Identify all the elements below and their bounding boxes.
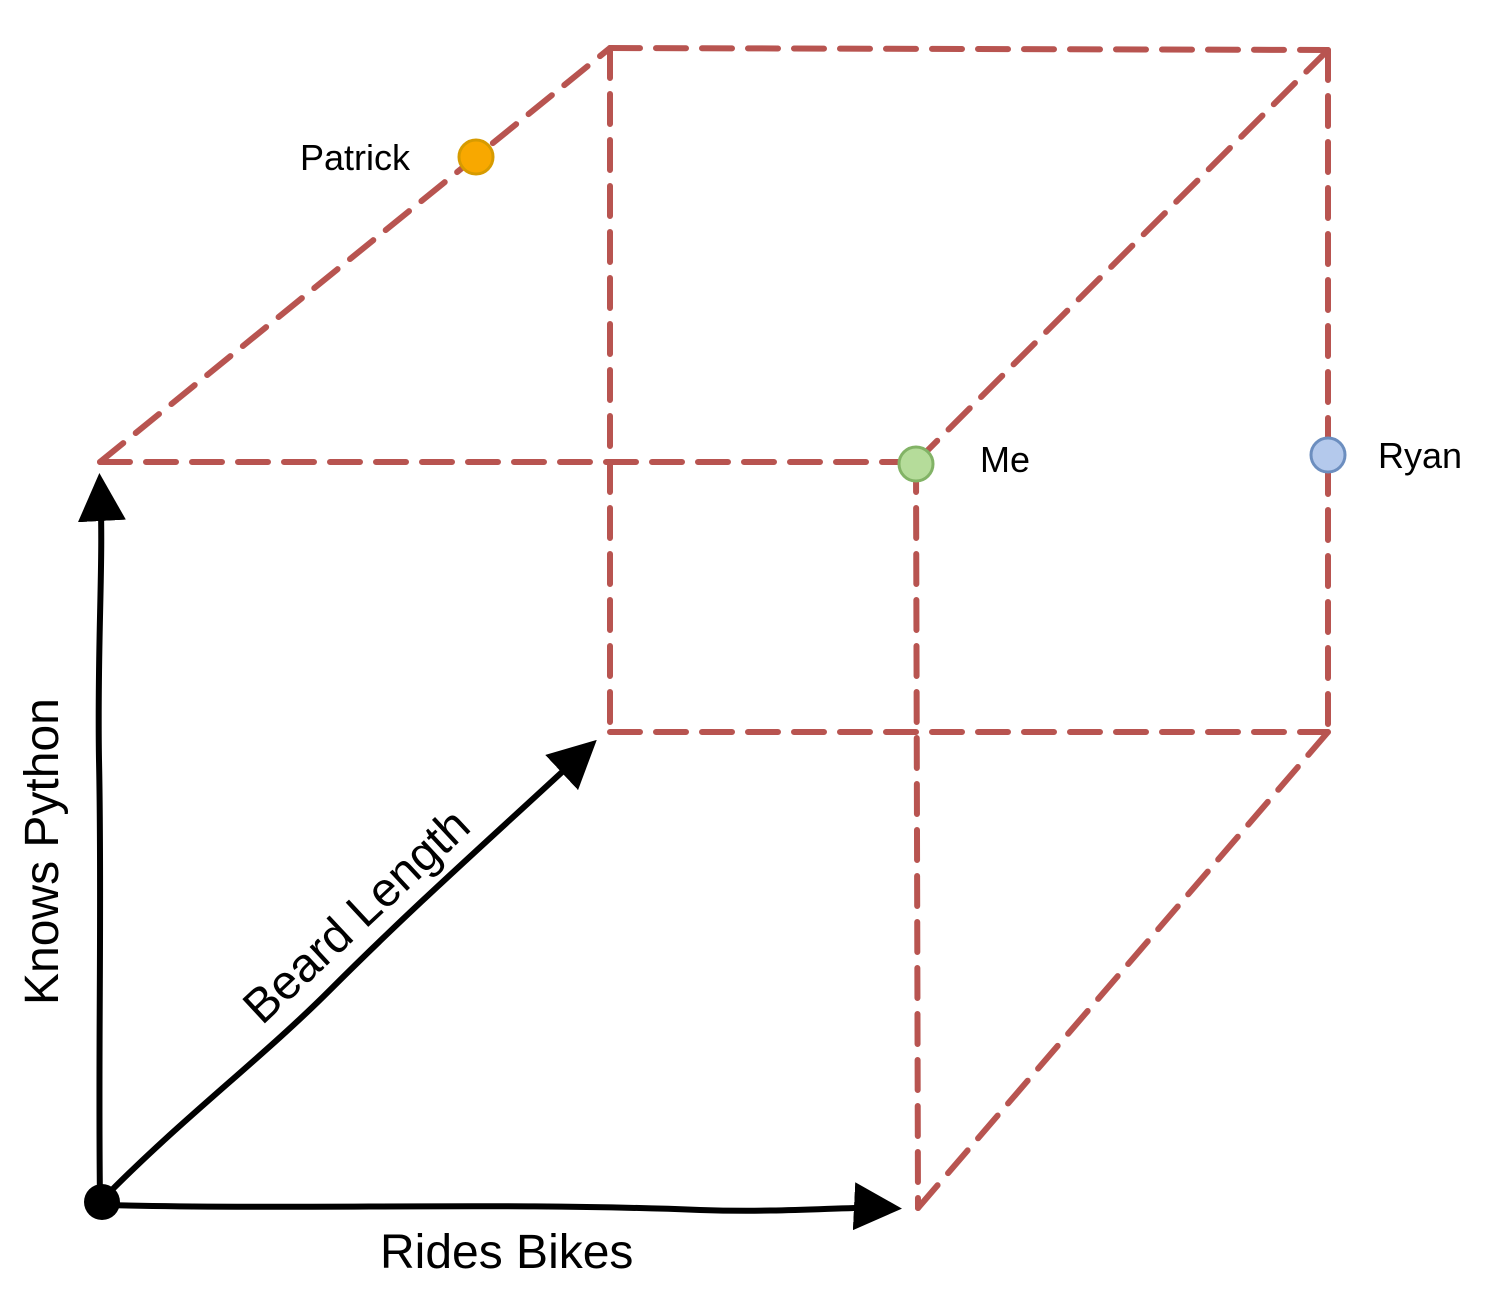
cube-edge-top-right-depth (913, 47, 1331, 465)
data-points (457, 138, 1347, 483)
point-me (897, 445, 935, 483)
label-patrick: Patrick (300, 137, 411, 178)
y-axis-arrow (77, 473, 126, 1203)
cube-edge-top-left-depth (97, 45, 613, 465)
cube-edges (97, 45, 1331, 1211)
z-axis-arrow (99, 739, 597, 1203)
cube-edge-bottom-right-depth (915, 729, 1331, 1211)
axes (77, 473, 902, 1231)
x-axis-arrow (102, 1182, 902, 1231)
y-axis-label: Knows Python (16, 698, 69, 1005)
origin-dot (84, 1184, 120, 1220)
z-axis-label: Beard Length (233, 799, 480, 1034)
label-ryan: Ryan (1378, 435, 1462, 476)
x-axis-label: Rides Bikes (380, 1226, 633, 1279)
point-patrick (457, 138, 495, 176)
label-me: Me (980, 439, 1030, 480)
cube-edge-back-top (607, 45, 1331, 53)
point-ryan (1309, 436, 1347, 474)
cube-edge-front-right (913, 459, 921, 1211)
